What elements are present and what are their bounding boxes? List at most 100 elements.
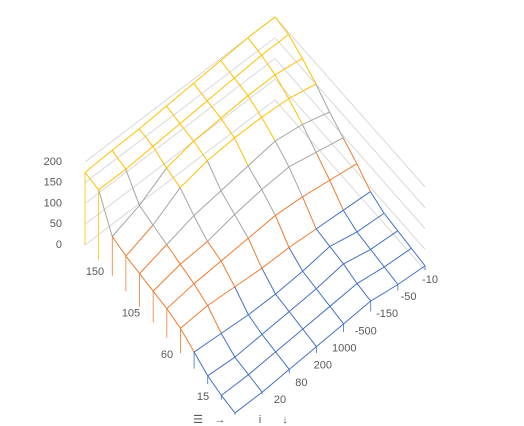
category-label: 105 [122, 308, 140, 320]
grid-line [84, 99, 426, 271]
surface-segment [275, 351, 290, 370]
surface-segment [179, 123, 195, 142]
surface-segment [111, 236, 127, 257]
surface-segment [152, 146, 167, 169]
legend-symbol: ↓ [282, 414, 288, 426]
surface-segment [370, 191, 385, 214]
surface-segment [301, 124, 317, 153]
surface-segment [261, 267, 276, 295]
surface-segment [302, 328, 317, 347]
surface-segment [370, 230, 399, 250]
series-label: -500 [355, 325, 377, 337]
surface-segment [220, 314, 249, 334]
surface-segment [180, 305, 208, 329]
surface-segment [274, 57, 303, 76]
series-label: 20 [274, 394, 286, 406]
surface-segment [166, 244, 181, 265]
surface-segment [248, 351, 276, 376]
surface-segment [220, 165, 249, 192]
surface-segment [302, 270, 317, 290]
surface-segment [138, 128, 154, 147]
surface-segment [206, 77, 235, 102]
surface-segment [356, 212, 385, 233]
surface-segment [220, 118, 235, 139]
surface-segment [315, 83, 330, 113]
surface-segment [207, 305, 222, 334]
surface-segment [166, 308, 181, 329]
surface-segment [193, 332, 222, 353]
surface-segment [206, 160, 222, 191]
surface-segment [356, 283, 372, 302]
surface-segment [383, 212, 399, 232]
surface-segment [315, 288, 331, 307]
surface-segment [329, 163, 358, 181]
surface-segment [288, 247, 304, 272]
surface-segment [193, 283, 209, 306]
surface-segment [193, 140, 208, 162]
surface-segment [234, 333, 263, 358]
surface-segment [302, 246, 331, 272]
surface-segment [247, 74, 276, 96]
surface-segment [247, 165, 263, 190]
surface-segment [261, 98, 290, 118]
surface-segment [152, 263, 181, 292]
surface-segment [179, 263, 195, 285]
surface-segment [234, 286, 249, 315]
surface-segment [179, 100, 208, 124]
surface-segment [274, 16, 290, 35]
surface-segment [193, 82, 208, 102]
surface-segment [221, 374, 249, 396]
surface-segment [261, 54, 276, 76]
surface-segment [180, 328, 195, 353]
surface-segment [302, 179, 330, 198]
surface-segment [193, 190, 222, 216]
surface-segment [274, 74, 290, 99]
surface-segment [261, 369, 290, 393]
surface-segment [207, 137, 235, 162]
surface-segment [193, 215, 208, 242]
surface-segment [220, 60, 235, 79]
surface-segment [234, 391, 263, 414]
surface-segment [166, 167, 181, 188]
surface-segment [125, 224, 154, 257]
surface-segment [234, 137, 249, 167]
series-label: -50 [401, 291, 417, 303]
surface-segment [234, 54, 262, 79]
legend-symbol: ☰ [193, 414, 203, 426]
surface-segment [329, 180, 344, 211]
z-tick-label: 100 [44, 197, 62, 209]
surface-segment [288, 346, 317, 370]
surface-segment [288, 98, 303, 125]
surface-segment [315, 152, 331, 181]
surface-segment [111, 205, 140, 237]
surface-segment [139, 205, 154, 226]
surface-segment [125, 255, 140, 274]
surface-segment [248, 374, 263, 393]
surface-segment [234, 116, 262, 139]
surface-segment [111, 150, 127, 170]
surface-segment [207, 241, 222, 262]
surface-segment [234, 267, 263, 288]
surface-segment [152, 224, 168, 245]
category-label: 60 [161, 349, 173, 361]
surface-segment [397, 265, 426, 285]
surface-segment [152, 187, 181, 226]
surface-segment [315, 228, 331, 247]
z-tick-label: 50 [50, 218, 62, 230]
surface-segment [98, 189, 113, 237]
surface-segment [139, 167, 167, 206]
surface-segment [274, 215, 290, 248]
surface-segment [207, 286, 236, 306]
surface-segment [247, 37, 262, 56]
series-label: -150 [376, 308, 398, 320]
surface-segment [207, 356, 236, 377]
surface-segment [247, 215, 276, 239]
surface-segment [261, 311, 290, 335]
grid-line [84, 78, 426, 250]
surface-segment [207, 375, 222, 396]
surface-segment [261, 34, 289, 56]
surface-segment [343, 248, 371, 265]
surface-segment [274, 124, 303, 142]
surface-segment [233, 77, 249, 96]
surface-segment [220, 190, 236, 215]
